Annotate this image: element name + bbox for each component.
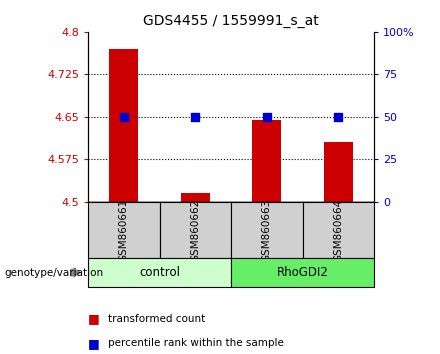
Point bbox=[120, 114, 127, 120]
Text: transformed count: transformed count bbox=[108, 314, 205, 324]
Bar bbox=[231, 202, 303, 258]
Text: percentile rank within the sample: percentile rank within the sample bbox=[108, 338, 284, 348]
Title: GDS4455 / 1559991_s_at: GDS4455 / 1559991_s_at bbox=[143, 14, 319, 28]
Point bbox=[335, 114, 342, 120]
Bar bbox=[231, 258, 374, 287]
Text: control: control bbox=[139, 266, 180, 279]
Text: ■: ■ bbox=[88, 337, 100, 350]
Point bbox=[263, 114, 270, 120]
Point bbox=[192, 114, 199, 120]
Bar bbox=[253, 120, 281, 202]
Text: GSM860662: GSM860662 bbox=[190, 199, 200, 262]
Bar bbox=[181, 193, 209, 202]
Bar bbox=[303, 202, 374, 258]
Bar bbox=[88, 202, 160, 258]
Bar bbox=[88, 258, 231, 287]
Text: genotype/variation: genotype/variation bbox=[4, 268, 103, 278]
Text: RhoGDI2: RhoGDI2 bbox=[277, 266, 328, 279]
Bar bbox=[160, 202, 231, 258]
Text: GSM860664: GSM860664 bbox=[333, 199, 343, 262]
Bar bbox=[110, 49, 138, 202]
Text: GSM860663: GSM860663 bbox=[262, 199, 272, 262]
Text: ■: ■ bbox=[88, 312, 100, 325]
Bar bbox=[324, 142, 352, 202]
Text: GSM860661: GSM860661 bbox=[119, 199, 129, 262]
